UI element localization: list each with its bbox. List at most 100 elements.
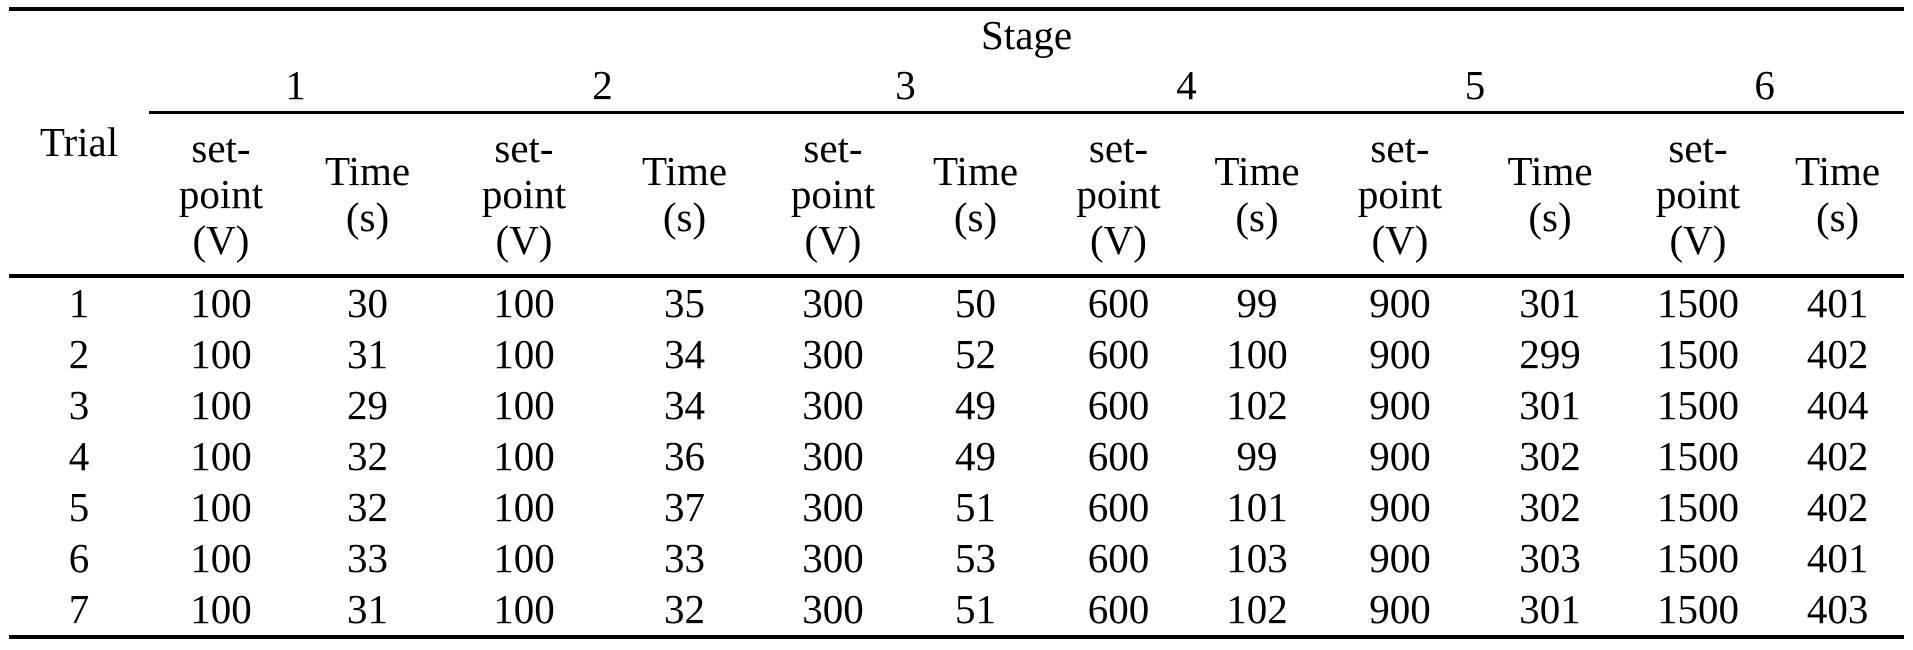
header-line: (V) — [804, 217, 862, 263]
header-line: Time — [641, 148, 728, 194]
setpoint-cell: 900 — [1369, 535, 1431, 581]
setpoint-cell: 600 — [1087, 433, 1150, 479]
trial-cell: 4 — [68, 433, 90, 479]
time-cell: 34 — [664, 331, 705, 377]
header-line: point — [1357, 171, 1443, 217]
header-line: point — [178, 171, 264, 217]
header-line: set- — [803, 125, 863, 171]
setpoint-cell: 100 — [493, 433, 555, 479]
time-cell: 36 — [664, 433, 705, 479]
data-row-trial-1: 1 100 30 100 35 300 50 600 99 900 301 1500 401 — [9, 276, 1904, 329]
setpoint-cell: 1500 — [1657, 280, 1739, 326]
time-cell: 99 — [1236, 433, 1278, 479]
time-cell: 49 — [955, 433, 996, 479]
time-column-header: Time (s) — [293, 112, 442, 278]
stage-number-header: 4 — [1048, 59, 1325, 114]
time-cell: 303 — [1519, 535, 1581, 581]
time-cell: 103 — [1226, 535, 1288, 581]
header-line: point — [481, 171, 567, 217]
header-line: point — [1076, 171, 1161, 217]
stage-number-header: 6 — [1625, 59, 1905, 114]
time-cell: 29 — [347, 382, 388, 428]
setpoint-cell: 300 — [802, 535, 864, 581]
stage-number-header: 5 — [1325, 59, 1625, 114]
time-cell: 51 — [955, 586, 996, 632]
setpoint-column-header: set-point (V) — [1325, 112, 1475, 278]
setpoint-cell: 300 — [802, 331, 864, 377]
setpoint-cell: 600 — [1087, 280, 1150, 326]
header-line: set- — [1088, 125, 1149, 171]
trial-cell: 7 — [68, 586, 90, 632]
setpoint-cell: 900 — [1369, 586, 1431, 632]
data-row-trial-4: 4 100 32 100 36 300 49 600 99 900 302 1500 402 — [9, 431, 1904, 482]
header-line: (V) — [495, 217, 553, 263]
stage-group-header: Stage — [981, 11, 1073, 58]
setpoint-cell: 300 — [802, 280, 864, 326]
time-cell: 33 — [347, 535, 388, 581]
time-cell: 404 — [1806, 382, 1869, 428]
time-cell: 31 — [347, 331, 388, 377]
time-cell: 34 — [664, 382, 705, 428]
setpoint-cell: 300 — [802, 382, 864, 428]
data-row-trial-3: 3 100 29 100 34 300 49 600 102 900 301 1500 404 — [9, 380, 1904, 431]
header-line: (V) — [192, 217, 250, 263]
setpoint-cell: 600 — [1087, 331, 1150, 377]
setpoint-cell: 100 — [190, 586, 252, 632]
setpoint-cell: 100 — [190, 484, 252, 530]
trial-cell: 6 — [68, 535, 90, 581]
setpoint-cell: 1500 — [1657, 331, 1739, 377]
time-cell: 32 — [664, 586, 705, 632]
header-line: point — [790, 171, 876, 217]
trial-cell: 3 — [68, 382, 90, 428]
setpoint-column-header: set-point (V) — [442, 112, 606, 278]
time-column-header: Time (s) — [606, 112, 763, 278]
header-line: Time — [932, 148, 1019, 194]
trial-column-header: Trial — [9, 9, 149, 278]
setpoint-cell: 1500 — [1657, 586, 1739, 632]
header-line: point — [1655, 171, 1741, 217]
setpoint-cell: 600 — [1087, 586, 1150, 632]
time-cell: 32 — [347, 433, 388, 479]
header-line: (s) — [1528, 194, 1572, 240]
table-body: 1 100 30 100 35 300 50 600 99 900 301 1500 401 2 100 31… — [9, 276, 1904, 637]
setpoint-column-header: set-point (V) — [1625, 112, 1771, 278]
time-cell: 401 — [1806, 535, 1869, 581]
time-cell: 301 — [1519, 586, 1581, 632]
setpoint-cell: 100 — [493, 484, 555, 530]
trial-cell: 1 — [68, 280, 90, 326]
time-cell: 401 — [1806, 280, 1869, 326]
setpoint-cell: 300 — [802, 433, 864, 479]
setpoint-cell: 900 — [1369, 331, 1431, 377]
time-cell: 33 — [664, 535, 705, 581]
time-cell: 299 — [1519, 331, 1581, 377]
time-cell: 32 — [347, 484, 388, 530]
header-line: Time — [324, 148, 411, 194]
time-column-header: Time (s) — [1771, 112, 1905, 278]
setpoint-cell: 100 — [493, 382, 555, 428]
time-cell: 402 — [1806, 331, 1869, 377]
header-line: set- — [191, 125, 251, 171]
setpoint-cell: 100 — [190, 331, 252, 377]
header-line: Time — [1507, 148, 1593, 194]
time-cell: 100 — [1226, 331, 1288, 377]
header-line: (s) — [345, 194, 390, 240]
header-line: (s) — [953, 194, 998, 240]
setpoint-cell: 100 — [493, 535, 555, 581]
setpoint-cell: 600 — [1087, 535, 1150, 581]
setpoint-cell: 900 — [1369, 382, 1431, 428]
time-cell: 51 — [955, 484, 996, 530]
time-cell: 30 — [347, 280, 388, 326]
header-line: set- — [1370, 125, 1430, 171]
setpoint-cell: 100 — [493, 586, 555, 632]
header-line: (V) — [1669, 217, 1727, 263]
setpoint-cell: 100 — [190, 433, 252, 479]
time-cell: 50 — [955, 280, 996, 326]
column-header-row: set-point (V) Time (s) set-point (V) Time (s) se… — [9, 112, 1905, 278]
stage-header-row: Trial Stage — [9, 9, 1904, 278]
data-row-trial-2: 2 100 31 100 34 300 52 600 100 900 299 1500 402 — [9, 329, 1904, 380]
time-cell: 402 — [1806, 433, 1869, 479]
stage-number-header: 2 — [442, 59, 763, 114]
setpoint-cell: 100 — [190, 535, 252, 581]
